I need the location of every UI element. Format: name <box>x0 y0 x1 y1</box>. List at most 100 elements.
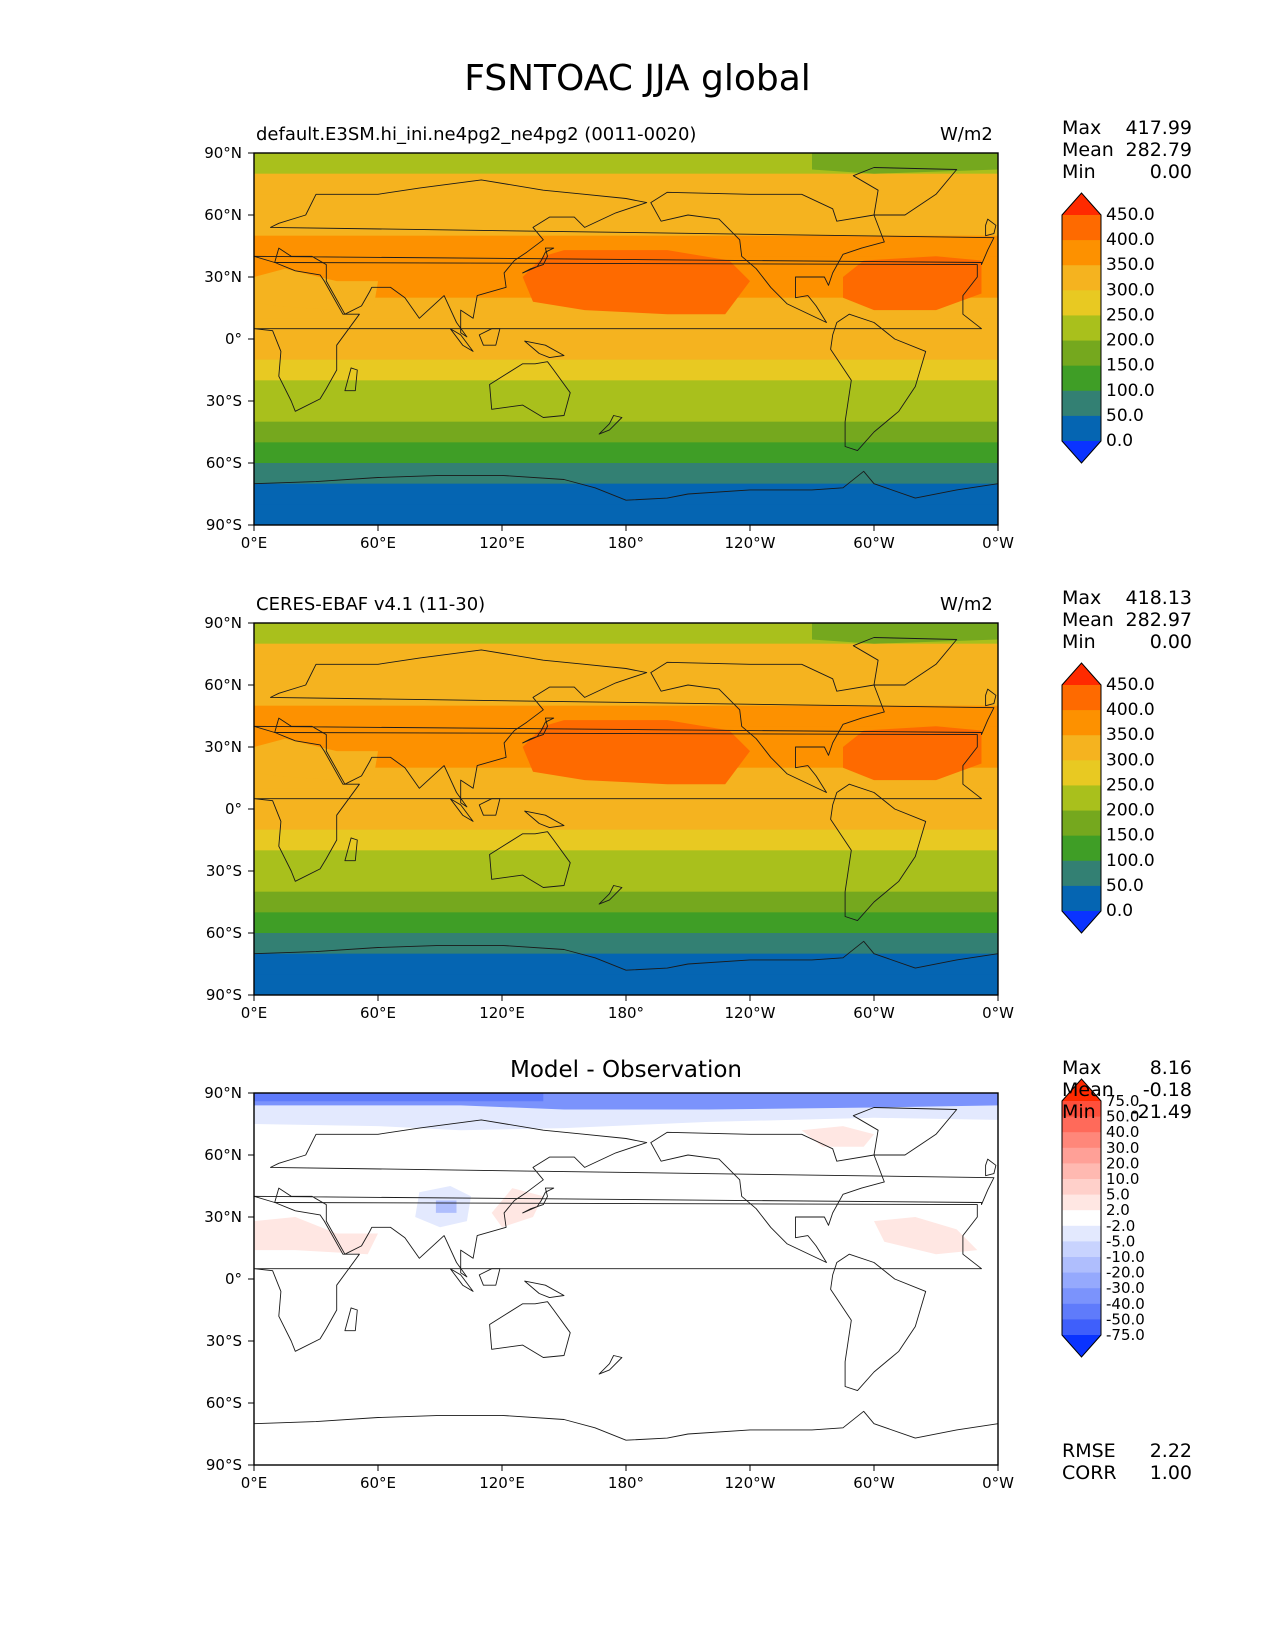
colorbar-segment <box>1062 810 1101 837</box>
units-label-model: W/m2 <box>940 124 993 145</box>
lon-tick-label: 120°W <box>725 1474 776 1492</box>
field-band <box>254 380 998 402</box>
coastline <box>852 1107 958 1156</box>
colorbar-segment <box>1062 1163 1101 1180</box>
field-band <box>254 215 998 237</box>
coastline <box>598 1355 623 1375</box>
colorbar-tick-label: 250.0 <box>1106 305 1155 325</box>
lat-tick-label: 90°S <box>206 986 242 1004</box>
colorbar-segment <box>1062 340 1101 367</box>
coastline <box>253 1410 999 1441</box>
units-label-obs: W/m2 <box>940 594 993 615</box>
colorbar-tick-label: 50.0 <box>1106 1108 1139 1126</box>
coastline <box>489 1301 571 1358</box>
lon-tick-label: 0°W <box>982 534 1014 552</box>
field-band <box>254 685 998 707</box>
coastline <box>830 313 927 452</box>
colorbar-segment <box>1062 735 1101 761</box>
coastline <box>344 367 358 392</box>
coastline <box>522 1187 555 1214</box>
colorbar-main: 450.0 400.0 350.0 300.0 250.0 200.0 150.0 100.0… <box>1061 662 1155 934</box>
rmse-value: 2.22 <box>1149 1440 1192 1462</box>
coastline <box>852 167 958 216</box>
stats-diff: Max 8.16 Mean -0.18 Min -21.49 <box>1062 1057 1192 1123</box>
north-pacific-max <box>522 250 750 315</box>
stat-min-label: Min <box>1062 1101 1096 1123</box>
stat-min-value: 0.00 <box>1149 161 1192 183</box>
colorbar-tick-label: 200.0 <box>1106 331 1155 351</box>
colorbar-tick-label: 30.0 <box>1106 1139 1139 1157</box>
colorbar-main: 450.0 400.0 350.0 300.0 250.0 200.0 150.0 100.0… <box>1061 192 1155 464</box>
metrics-diff: RMSE 2.22 CORR 1.00 <box>1062 1440 1192 1484</box>
stats-model: Max 417.99 Mean 282.79 Min 0.00 <box>1062 117 1192 183</box>
stats-obs: Max 418.13 Mean 282.97 Min 0.00 <box>1062 587 1192 653</box>
colorbar-segment <box>1062 885 1101 912</box>
coastline <box>598 885 623 905</box>
lat-tick-label: 0° <box>225 800 242 818</box>
lat-tick-label: 60°N <box>204 1146 242 1164</box>
colorbar-segment <box>1062 390 1101 417</box>
colorbar-tick-label: 300.0 <box>1106 280 1155 300</box>
colorbar-segment <box>1062 860 1101 887</box>
colorbar-tick-label: 75.0 <box>1106 1092 1139 1110</box>
colorbar-tick-label: 100.0 <box>1106 851 1155 871</box>
lat-tick-label: 60°N <box>204 676 242 694</box>
colorbar-segment <box>1062 290 1101 316</box>
colorbar-extend-bottom <box>1062 911 1101 933</box>
colorbar-segment <box>1062 1288 1101 1305</box>
field-band <box>254 235 998 257</box>
field-band <box>254 463 998 485</box>
lat-tick-label: 30°S <box>206 1332 242 1350</box>
lon-tick-label: 120°E <box>479 534 525 552</box>
stat-mean-label: Mean <box>1062 139 1114 161</box>
colorbar-segment <box>1062 240 1101 266</box>
lat-tick-label: 30°N <box>204 1208 242 1226</box>
coastline <box>524 1280 565 1299</box>
field-band <box>254 829 998 851</box>
lat-tick-label: 90°S <box>206 516 242 534</box>
colorbar-segment <box>1062 785 1101 812</box>
lat-tick-label: 60°S <box>206 1394 242 1412</box>
lat-tick-label: 60°N <box>204 206 242 224</box>
diff-region <box>254 1093 544 1102</box>
colorbar-segment <box>1062 365 1101 392</box>
colorbar-tick-label: 5.0 <box>1106 1186 1130 1204</box>
stat-mean-value: 282.97 <box>1125 609 1192 631</box>
stat-mean-label: Mean <box>1062 1079 1114 1101</box>
colorbar-tick-label: -10.0 <box>1106 1248 1145 1266</box>
coastline <box>598 415 623 435</box>
colorbar-tick-label: -5.0 <box>1106 1232 1135 1250</box>
colorbar-tick-label: 400.0 <box>1106 230 1155 250</box>
field-band <box>254 871 998 893</box>
stat-max-label: Max <box>1062 1057 1102 1079</box>
lat-tick-label: 90°N <box>204 614 242 632</box>
lon-tick-label: 60°W <box>853 534 895 552</box>
map-model: 90°N 60°N 30°N 0° 30°S 60°S 90°S0°E 60°E 120°E 18… <box>204 144 1155 552</box>
colorbar-segment <box>1062 315 1101 342</box>
colorbar-segment <box>1062 1132 1101 1149</box>
coastline <box>524 810 565 829</box>
colorbar-tick-label: 50.0 <box>1106 876 1144 896</box>
colorbar-segment <box>1062 1194 1101 1211</box>
map-obs: 90°N 60°N 30°N 0° 30°S 60°S 90°S0°E 60°E 120°E 18… <box>204 614 1155 1022</box>
stat-max-label: Max <box>1062 587 1102 609</box>
colorbar-extend-top <box>1062 193 1101 215</box>
coastline <box>253 262 982 412</box>
figure-title: FSNTOAC JJA global <box>464 58 811 99</box>
coastline <box>478 798 501 816</box>
colorbar-segment <box>1062 1257 1101 1274</box>
colorbar-segment <box>1062 760 1101 786</box>
colorbar-segment <box>1062 1179 1101 1196</box>
field-band <box>254 953 998 975</box>
colorbar-tick-label: 350.0 <box>1106 725 1155 745</box>
lon-tick-label: 0°E <box>241 1004 268 1022</box>
field-band <box>254 912 998 934</box>
sahara-field <box>254 268 378 311</box>
field-band <box>254 933 998 955</box>
coastline <box>344 837 358 862</box>
coastline <box>852 637 958 686</box>
coastline <box>253 649 995 808</box>
stat-max-value: 418.13 <box>1125 587 1192 609</box>
colorbar-tick-label: 200.0 <box>1106 801 1155 821</box>
coastline <box>650 661 885 793</box>
